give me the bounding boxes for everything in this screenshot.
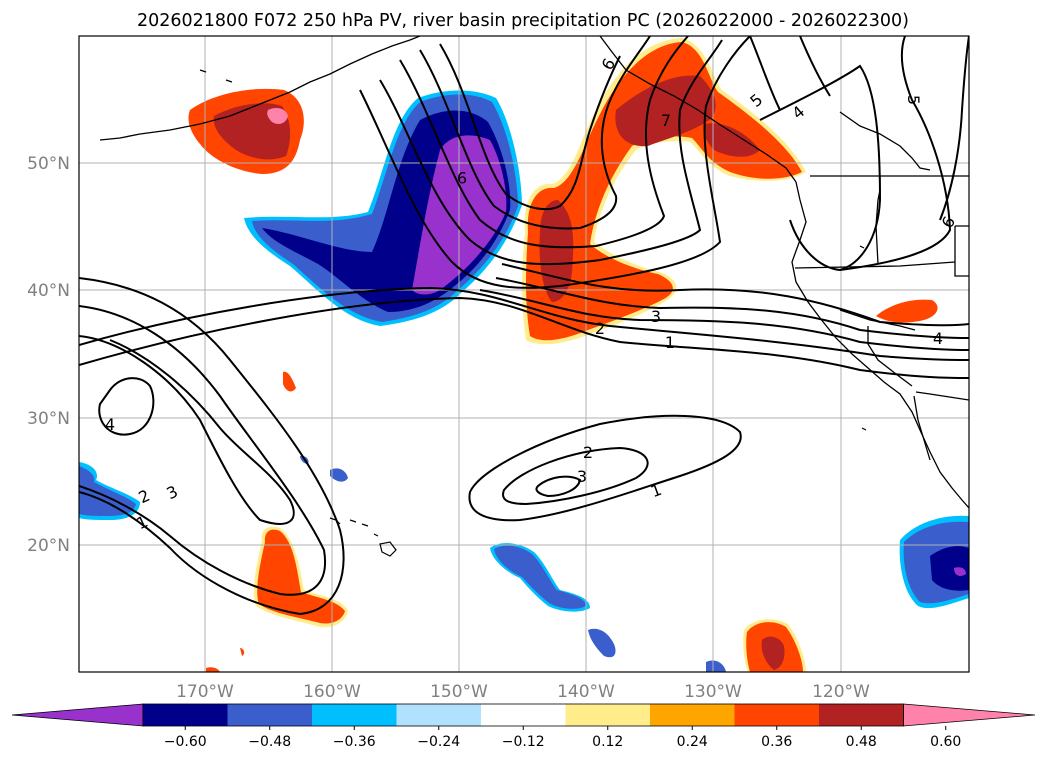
colorbar-tick-label: −0.24	[417, 734, 460, 750]
colorbar-cell	[396, 704, 481, 726]
colorbar-tick-label: 0.60	[930, 734, 961, 750]
latitude-labels: 50°N 40°N 30°N 20°N	[27, 154, 70, 556]
colorbar-tick-label: −0.12	[502, 734, 545, 750]
colorbar-tick-label: −0.36	[333, 734, 376, 750]
lat-label: 50°N	[27, 154, 70, 174]
lon-label: 150°W	[430, 682, 488, 702]
colorbar-cell	[227, 704, 312, 726]
contour-label: 3	[577, 467, 587, 486]
negative-anomaly-central	[244, 90, 522, 326]
lat-label: 40°N	[27, 281, 70, 301]
contour-label: 4	[933, 329, 943, 348]
contour-label: 3	[651, 307, 661, 326]
colorbar-cells	[11, 703, 1036, 727]
contour-label: 4	[105, 415, 115, 434]
colorbar-tick-label: 0.36	[761, 734, 792, 750]
contour-label: 7	[661, 111, 671, 130]
colorbar-tick-label: 0.12	[592, 734, 623, 750]
lon-label: 160°W	[303, 682, 361, 702]
contour-label: 9	[457, 168, 467, 187]
positive-anomaly-northeast	[522, 38, 806, 345]
positive-anomaly-aleutian	[188, 88, 304, 174]
negative-anomaly-east-subtropics	[899, 515, 969, 609]
colorbar-cell	[312, 704, 397, 726]
contour-label: 1	[665, 333, 675, 352]
colorbar-extend-max	[903, 703, 1036, 727]
lat-label: 30°N	[27, 409, 70, 429]
negative-anomaly-small-patches	[300, 455, 726, 672]
figure-title: 2026021800 F072 250 hPa PV, river basin …	[137, 11, 909, 31]
lon-label: 130°W	[684, 682, 742, 702]
precipitation-shading	[79, 38, 969, 672]
contour-label: 5	[904, 95, 923, 105]
lat-label: 20°N	[27, 536, 70, 556]
positive-anomaly-south	[206, 619, 806, 672]
colorbar-cell	[734, 704, 819, 726]
islands	[199, 69, 867, 557]
colorbar-extend-min	[11, 703, 144, 727]
contour-label: 2	[583, 443, 593, 462]
map-panel: 1 2 3 4 5 6 7 9 3 2 1 4 2 3 1 4 6 5	[79, 36, 969, 672]
colorbar-tick-label: −0.60	[164, 734, 207, 750]
colorbar-tick-label: −0.48	[248, 734, 291, 750]
pv-contours	[79, 36, 969, 616]
colorbar-cell	[481, 704, 566, 726]
lon-label: 120°W	[812, 682, 870, 702]
positive-anomaly-subtropical	[253, 371, 348, 628]
contour-label: 2	[595, 319, 605, 338]
coastlines	[99, 36, 969, 509]
colorbar-cell	[565, 704, 650, 726]
colorbar-cell	[143, 704, 228, 726]
colorbar-ticks: −0.60 −0.48 −0.36 −0.24 −0.12 0.12 0.24 0.36 0.4…	[164, 726, 961, 750]
colorbar: −0.60 −0.48 −0.36 −0.24 −0.12 0.12 0.24 0.36 0.4…	[11, 703, 1036, 750]
positive-anomaly-california	[876, 299, 938, 323]
colorbar-tick-label: 0.24	[677, 734, 708, 750]
colorbar-cell	[650, 704, 735, 726]
lon-label: 140°W	[557, 682, 615, 702]
colorbar-cell	[819, 704, 904, 726]
colorbar-tick-label: 0.48	[846, 734, 877, 750]
longitude-labels: 170°W 160°W 150°W 140°W 130°W 120°W	[176, 682, 870, 702]
lon-label: 170°W	[176, 682, 234, 702]
map-frame	[78, 35, 970, 673]
